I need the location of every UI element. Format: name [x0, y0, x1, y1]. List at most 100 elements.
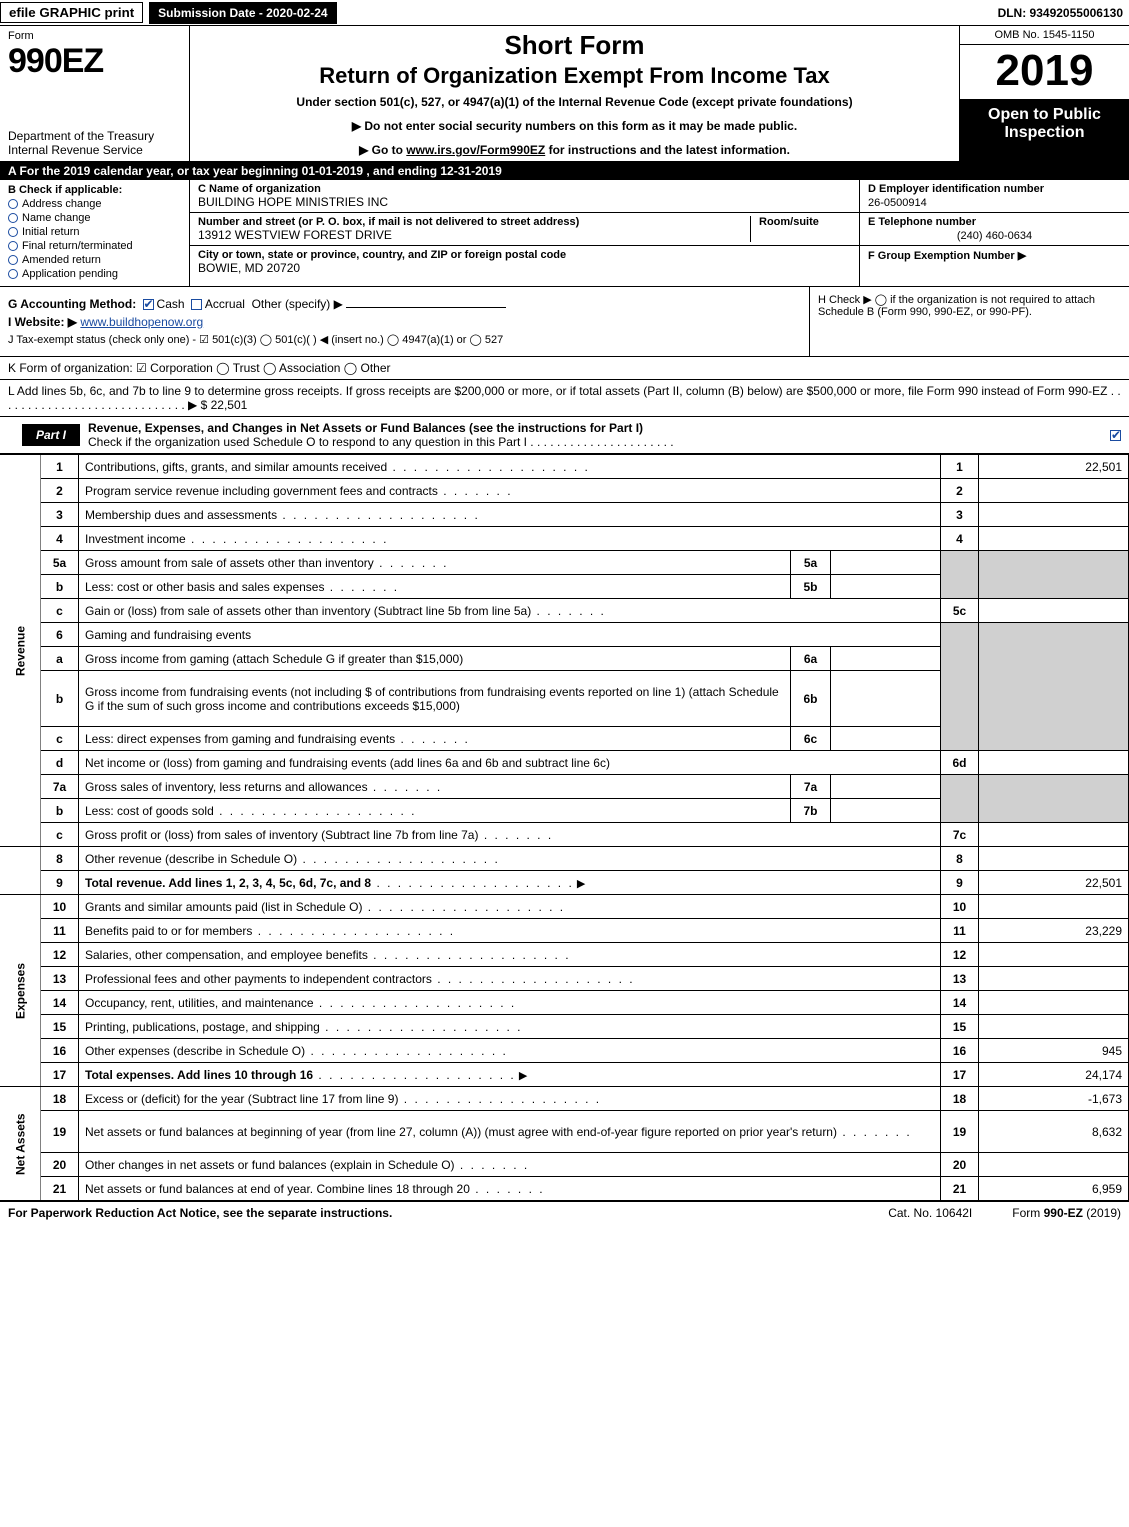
chk-cash[interactable] [143, 299, 154, 310]
amt-9: 22,501 [979, 871, 1129, 895]
section-k: K Form of organization: ☑ Corporation ◯ … [0, 357, 1129, 380]
chk-initial-return[interactable]: Initial return [8, 226, 181, 238]
irs-link[interactable]: www.irs.gov/Form990EZ [406, 143, 545, 157]
dln-label: DLN: 93492055006130 [998, 6, 1129, 20]
amt-16: 945 [979, 1039, 1129, 1063]
part-i-checkbox[interactable] [1110, 430, 1121, 441]
part-i-header: Part I Revenue, Expenses, and Changes in… [0, 417, 1129, 454]
dept-line-2: Internal Revenue Service [8, 143, 181, 157]
amt-11: 23,229 [979, 919, 1129, 943]
sidebar-revenue: Revenue [0, 455, 41, 847]
part-i-check-text: Check if the organization used Schedule … [88, 435, 674, 449]
l-text: L Add lines 5b, 6c, and 7b to line 9 to … [8, 384, 1121, 412]
row-10: Expenses 10 Grants and similar amounts p… [0, 895, 1129, 919]
header-right: OMB No. 1545-1150 2019 Open to Public In… [959, 26, 1129, 161]
dept-line-1: Department of the Treasury [8, 129, 181, 143]
form-note-1: ▶ Do not enter social security numbers o… [198, 119, 951, 133]
department-label: Department of the Treasury Internal Reve… [8, 129, 181, 157]
row-2: 2 Program service revenue including gove… [0, 479, 1129, 503]
top-bar: efile GRAPHIC print Submission Date - 20… [0, 0, 1129, 26]
i-label: I Website: ▶ [8, 315, 77, 329]
info-grid: B Check if applicable: Address change Na… [0, 180, 1129, 287]
row-5a: 5a Gross amount from sale of assets othe… [0, 551, 1129, 575]
omb-number: OMB No. 1545-1150 [960, 26, 1129, 45]
header-center: Short Form Return of Organization Exempt… [190, 26, 959, 161]
amt-17: 24,174 [979, 1063, 1129, 1087]
row-19: 19 Net assets or fund balances at beginn… [0, 1111, 1129, 1153]
part-i-table: Revenue 1 Contributions, gifts, grants, … [0, 454, 1129, 1201]
print-button[interactable]: efile GRAPHIC print [0, 2, 143, 23]
form-subtitle: Under section 501(c), 527, or 4947(a)(1)… [198, 95, 951, 109]
city-value: BOWIE, MD 20720 [198, 261, 851, 275]
part-i-title: Revenue, Expenses, and Changes in Net As… [80, 417, 1110, 453]
row-17: 17 Total expenses. Add lines 10 through … [0, 1063, 1129, 1087]
tel-label: E Telephone number [868, 216, 1121, 228]
row-6: 6 Gaming and fundraising events [0, 623, 1129, 647]
form-number: 990EZ [8, 42, 181, 81]
row-16: 16 Other expenses (describe in Schedule … [0, 1039, 1129, 1063]
form-header: Form 990EZ Department of the Treasury In… [0, 26, 1129, 162]
row-8: 8 Other revenue (describe in Schedule O)… [0, 847, 1129, 871]
section-b-label: B Check if applicable: [8, 184, 181, 196]
website-link[interactable]: www.buildhopenow.org [80, 315, 203, 329]
row-21: 21 Net assets or fund balances at end of… [0, 1177, 1129, 1201]
tel-cell: E Telephone number (240) 460-0634 [860, 213, 1129, 246]
form-title-1: Short Form [198, 30, 951, 61]
note2-pre: ▶ Go to [359, 143, 406, 157]
section-l: L Add lines 5b, 6c, and 7b to line 9 to … [0, 380, 1129, 417]
open-to-public: Open to Public Inspection [960, 100, 1129, 161]
amt-19: 8,632 [979, 1111, 1129, 1153]
section-h: H Check ▶ ◯ if the organization is not r… [809, 287, 1129, 356]
row-1: Revenue 1 Contributions, gifts, grants, … [0, 455, 1129, 479]
form-note-2: ▶ Go to www.irs.gov/Form990EZ for instru… [198, 143, 951, 157]
ein-value: 26-0500914 [868, 197, 1121, 209]
section-j: J Tax-exempt status (check only one) - ☑… [8, 333, 801, 346]
row-3: 3 Membership dues and assessments 3 [0, 503, 1129, 527]
row-9: 9 Total revenue. Add lines 1, 2, 3, 4, 5… [0, 871, 1129, 895]
chk-final-return[interactable]: Final return/terminated [8, 240, 181, 252]
form-title-2: Return of Organization Exempt From Incom… [198, 63, 951, 89]
addr-label: Number and street (or P. O. box, if mail… [198, 216, 742, 228]
amt-1: 22,501 [979, 455, 1129, 479]
gh-row: G Accounting Method: Cash Accrual Other … [0, 287, 1129, 357]
amt-18: -1,673 [979, 1087, 1129, 1111]
row-11: 11 Benefits paid to or for members 11 23… [0, 919, 1129, 943]
section-i: I Website: ▶ www.buildhopenow.org [8, 315, 801, 329]
row-7c: c Gross profit or (loss) from sales of i… [0, 823, 1129, 847]
suite-label: Room/suite [759, 216, 851, 228]
note2-post: for instructions and the latest informat… [545, 143, 790, 157]
header-left: Form 990EZ Department of the Treasury In… [0, 26, 190, 161]
row-13: 13 Professional fees and other payments … [0, 967, 1129, 991]
section-c: C Name of organization BUILDING HOPE MIN… [190, 180, 859, 286]
addr-value: 13912 WESTVIEW FOREST DRIVE [198, 228, 742, 242]
row-12: 12 Salaries, other compensation, and emp… [0, 943, 1129, 967]
group-exemption-cell: F Group Exemption Number ▶ [860, 246, 1129, 286]
grp-label: F Group Exemption Number ▶ [868, 249, 1121, 262]
tel-value: (240) 460-0634 [868, 230, 1121, 242]
footer-right: Form 990-EZ (2019) [1012, 1206, 1121, 1220]
row-7a: 7a Gross sales of inventory, less return… [0, 775, 1129, 799]
part-i-tab: Part I [22, 424, 80, 446]
org-name-label: C Name of organization [198, 183, 851, 195]
ein-cell: D Employer identification number 26-0500… [860, 180, 1129, 213]
org-name-value: BUILDING HOPE MINISTRIES INC [198, 195, 851, 209]
gh-left: G Accounting Method: Cash Accrual Other … [0, 287, 809, 356]
row-18: Net Assets 18 Excess or (deficit) for th… [0, 1087, 1129, 1111]
g-label: G Accounting Method: [8, 297, 136, 311]
row-4: 4 Investment income 4 [0, 527, 1129, 551]
chk-accrual[interactable] [191, 299, 202, 310]
sidebar-netassets: Net Assets [0, 1087, 41, 1201]
chk-amended-return[interactable]: Amended return [8, 254, 181, 266]
chk-address-change[interactable]: Address change [8, 198, 181, 210]
org-city-row: City or town, state or province, country… [190, 246, 859, 278]
footer-left: For Paperwork Reduction Act Notice, see … [8, 1206, 392, 1220]
chk-name-change[interactable]: Name change [8, 212, 181, 224]
row-15: 15 Printing, publications, postage, and … [0, 1015, 1129, 1039]
section-d: D Employer identification number 26-0500… [859, 180, 1129, 286]
form-label: Form [8, 30, 181, 42]
row-6d: d Net income or (loss) from gaming and f… [0, 751, 1129, 775]
section-b: B Check if applicable: Address change Na… [0, 180, 190, 286]
city-label: City or town, state or province, country… [198, 249, 851, 261]
page-footer: For Paperwork Reduction Act Notice, see … [0, 1201, 1129, 1224]
chk-application-pending[interactable]: Application pending [8, 268, 181, 280]
